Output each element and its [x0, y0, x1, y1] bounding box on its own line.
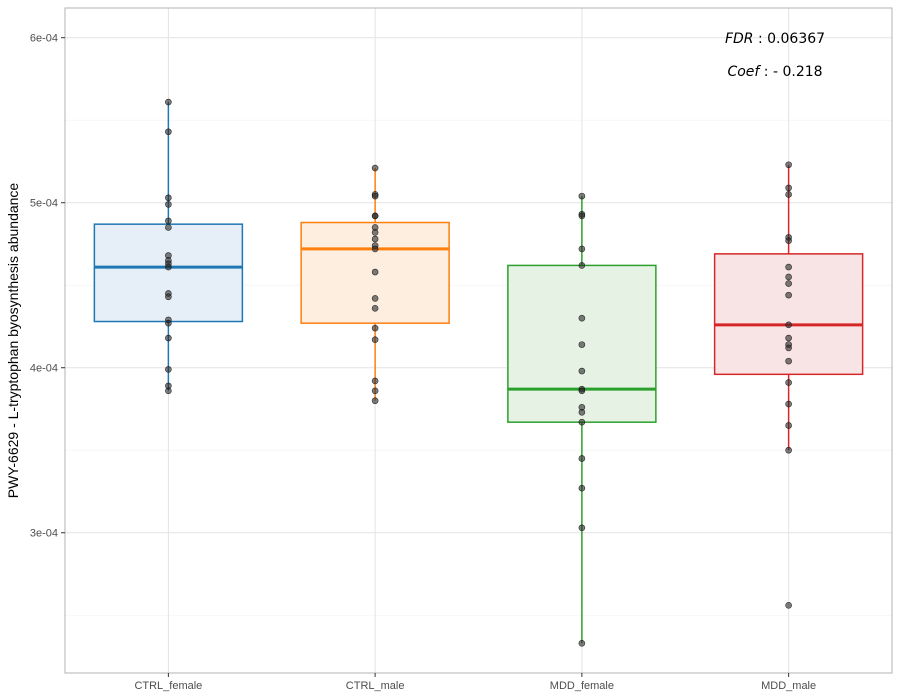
fdr-label: FDR: [725, 31, 754, 47]
data-point: [785, 237, 792, 244]
data-point: [165, 387, 172, 395]
y-tick-label: 5e-04: [30, 198, 58, 210]
data-point: [371, 235, 379, 243]
y-tick-label: 4e-04: [30, 363, 58, 375]
data-point: [371, 192, 379, 200]
coef-value: - 0.218: [773, 64, 823, 80]
data-point: [165, 98, 172, 106]
data-point: [578, 245, 586, 253]
data-point: [371, 397, 379, 405]
y-axis-title: PWY-6629 - L-tryptophan byosynthesis abu…: [5, 183, 21, 499]
y-tick-label: 3e-04: [30, 528, 58, 540]
data-point: [371, 387, 379, 395]
data-point: [578, 367, 586, 375]
data-point: [785, 191, 792, 198]
data-point: [578, 408, 586, 416]
data-point: [578, 314, 586, 322]
data-point: [785, 280, 792, 287]
coef-separator: :: [759, 64, 773, 80]
panel-border: [64, 7, 893, 674]
fdr-annotation: FDR : 0.06367: [725, 31, 825, 47]
data-point: [578, 387, 586, 395]
box-CTRL_female: [93, 102, 244, 391]
data-point: [785, 357, 792, 365]
data-point: [785, 273, 792, 281]
data-point: [785, 446, 792, 454]
data-point: [371, 377, 379, 385]
data-point: [578, 212, 586, 220]
data-point: [785, 321, 792, 329]
data-point: [785, 161, 792, 169]
data-point: [165, 263, 172, 271]
data-point: [578, 418, 586, 426]
data-point: [165, 194, 172, 202]
data-point: [785, 422, 792, 429]
x-axis-ticks: CTRL_female CTRL_male MDD_female MDD_male: [134, 673, 816, 692]
data-point: [785, 344, 792, 352]
data-point: [785, 602, 792, 609]
coef-annotation: Coef : - 0.218: [727, 64, 822, 80]
data-point: [785, 334, 792, 342]
data-point: [371, 268, 379, 276]
box-body: [713, 253, 864, 376]
coef-label: Coef: [727, 64, 761, 80]
fdr-value: 0.06367: [767, 31, 825, 47]
y-axis-ticks: 3e-04 4e-04 5e-04 6e-04: [30, 33, 65, 540]
box-MDD_male: [713, 164, 864, 451]
data-point: [371, 305, 379, 312]
data-point: [785, 184, 792, 192]
data-point: [371, 229, 379, 236]
data-points: [165, 98, 792, 647]
data-point: [165, 334, 172, 342]
data-point: [165, 201, 172, 208]
data-point: [371, 324, 379, 332]
data-point: [785, 263, 792, 271]
data-point: [578, 192, 586, 200]
data-point: [578, 639, 586, 647]
data-point: [165, 224, 172, 231]
data-point: [371, 295, 379, 302]
data-point: [165, 128, 172, 136]
data-point: [165, 319, 172, 327]
data-point: [578, 341, 586, 348]
data-point: [785, 400, 792, 408]
data-point: [578, 262, 586, 269]
data-point: [371, 336, 379, 343]
x-tick-label: CTRL_male: [346, 680, 405, 692]
fdr-separator: :: [754, 31, 768, 47]
data-point: [371, 245, 379, 253]
data-point: [578, 484, 586, 492]
data-point: [165, 366, 172, 373]
data-point: [578, 524, 586, 532]
data-point: [785, 379, 792, 386]
data-point: [165, 217, 172, 225]
x-tick-label: MDD_male: [761, 680, 816, 692]
data-point: [578, 455, 586, 462]
data-point: [371, 212, 379, 220]
data-point: [371, 164, 379, 172]
box-body: [93, 223, 244, 323]
data-point: [785, 291, 792, 299]
x-tick-label: CTRL_female: [134, 680, 202, 692]
x-tick-label: MDD_female: [550, 680, 614, 692]
y-tick-label: 6e-04: [30, 33, 58, 45]
data-point: [165, 293, 172, 301]
